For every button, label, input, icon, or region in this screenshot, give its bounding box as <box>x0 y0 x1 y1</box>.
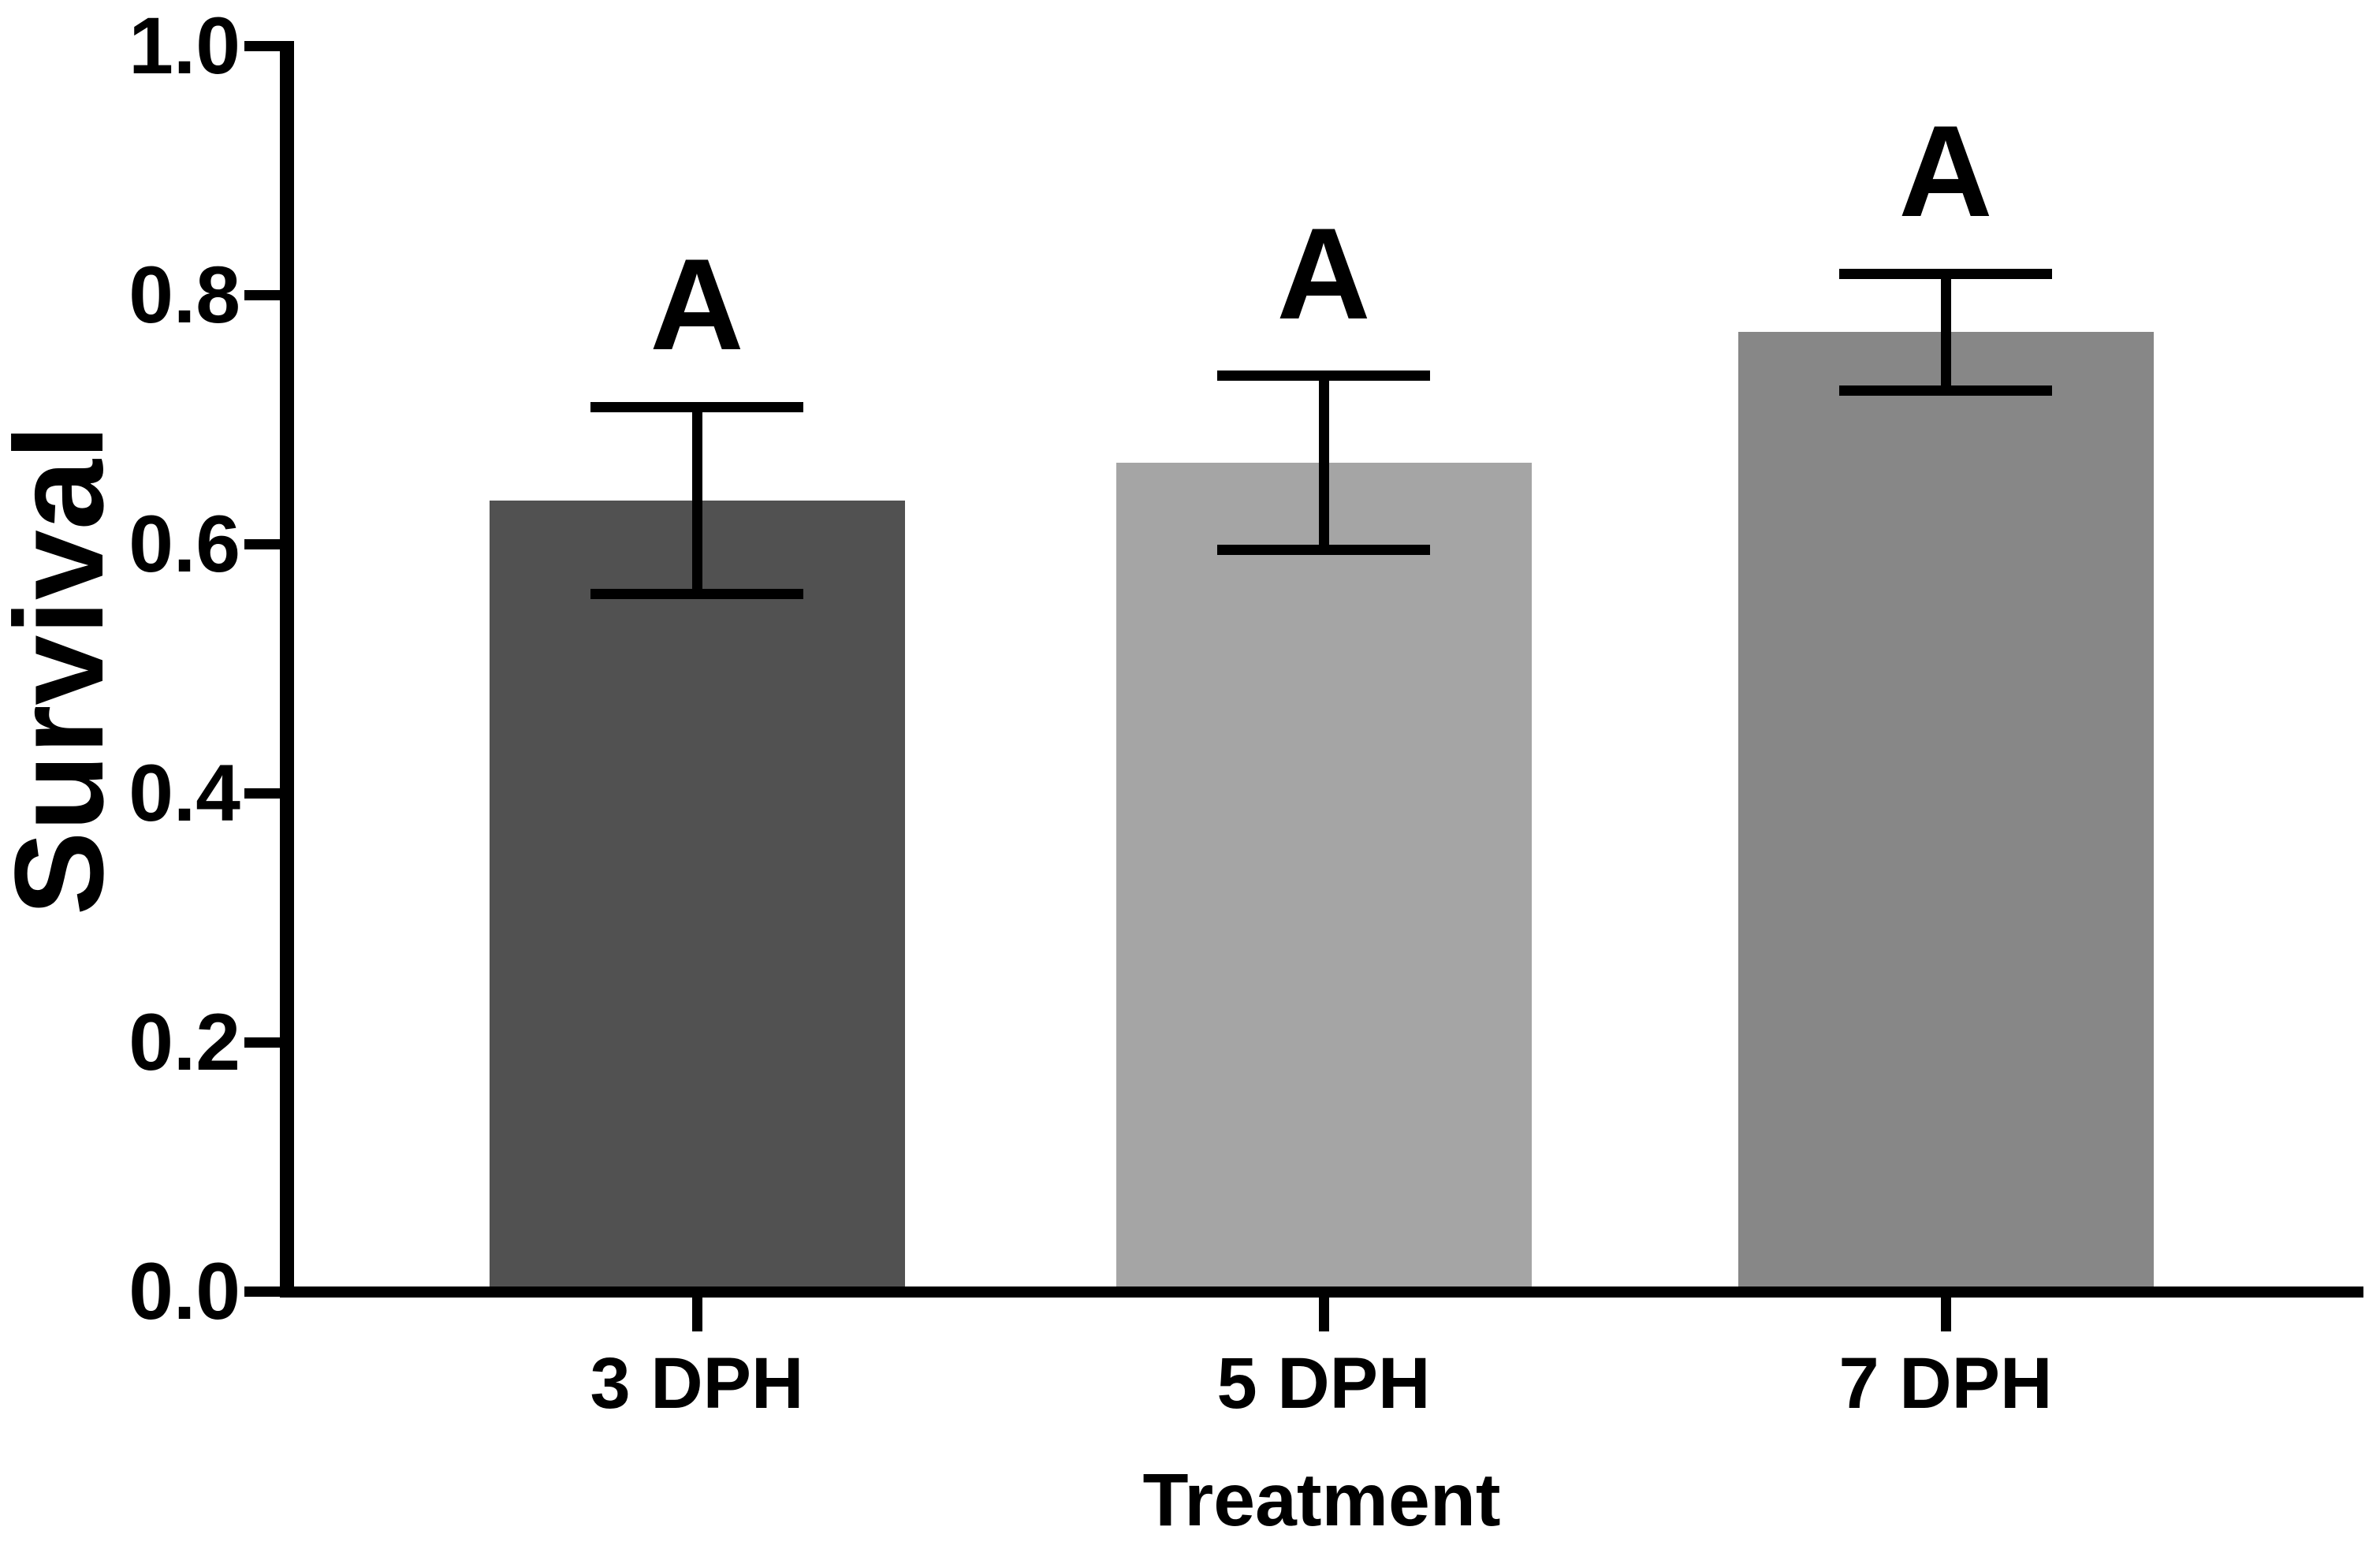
y-tick <box>244 538 280 549</box>
y-tick-label: 0.6 <box>128 499 240 589</box>
x-axis-label: Treatment <box>1142 1458 1501 1542</box>
y-tick-label: 0.2 <box>128 997 240 1087</box>
y-tick <box>244 1286 280 1297</box>
x-axis-line <box>280 1286 2363 1298</box>
bar-3-dph <box>489 500 905 1286</box>
error-bar-cap-top-7-dph <box>1839 268 2052 279</box>
x-tick-label-5-dph: 5 DPH <box>1216 1343 1431 1424</box>
error-bar-cap-bottom-3-dph <box>590 588 803 599</box>
y-tick <box>244 289 280 300</box>
y-tick-label: 0.4 <box>128 748 240 838</box>
error-bar-line-3-dph <box>691 407 702 594</box>
error-bar-cap-bottom-5-dph <box>1217 545 1430 556</box>
y-axis-line <box>280 40 294 1298</box>
x-tick-5-dph <box>1318 1298 1329 1331</box>
y-tick-label: 0.8 <box>128 250 240 340</box>
y-tick <box>244 788 280 799</box>
x-tick-label-7-dph: 7 DPH <box>1838 1343 2053 1424</box>
error-bar-cap-bottom-7-dph <box>1839 385 2052 397</box>
x-tick-label-3-dph: 3 DPH <box>590 1343 804 1424</box>
significance-letter-5-dph: A <box>1276 200 1371 346</box>
error-bar-line-7-dph <box>1940 274 1951 391</box>
error-bar-cap-top-3-dph <box>590 401 803 412</box>
y-tick-label: 0.0 <box>128 1246 240 1336</box>
y-tick <box>244 1037 280 1048</box>
x-tick-3-dph <box>691 1298 702 1331</box>
y-tick <box>244 40 280 51</box>
bar-7-dph <box>1738 332 2154 1286</box>
error-bar-cap-top-5-dph <box>1217 370 1430 382</box>
x-tick-7-dph <box>1940 1298 1951 1331</box>
significance-letter-7-dph: A <box>1898 99 1993 244</box>
significance-letter-3-dph: A <box>650 232 744 378</box>
bar-5-dph <box>1116 463 1532 1286</box>
y-axis-label: Survival <box>0 424 129 916</box>
error-bar-line-5-dph <box>1318 375 1329 550</box>
y-tick-label: 1.0 <box>128 1 240 91</box>
